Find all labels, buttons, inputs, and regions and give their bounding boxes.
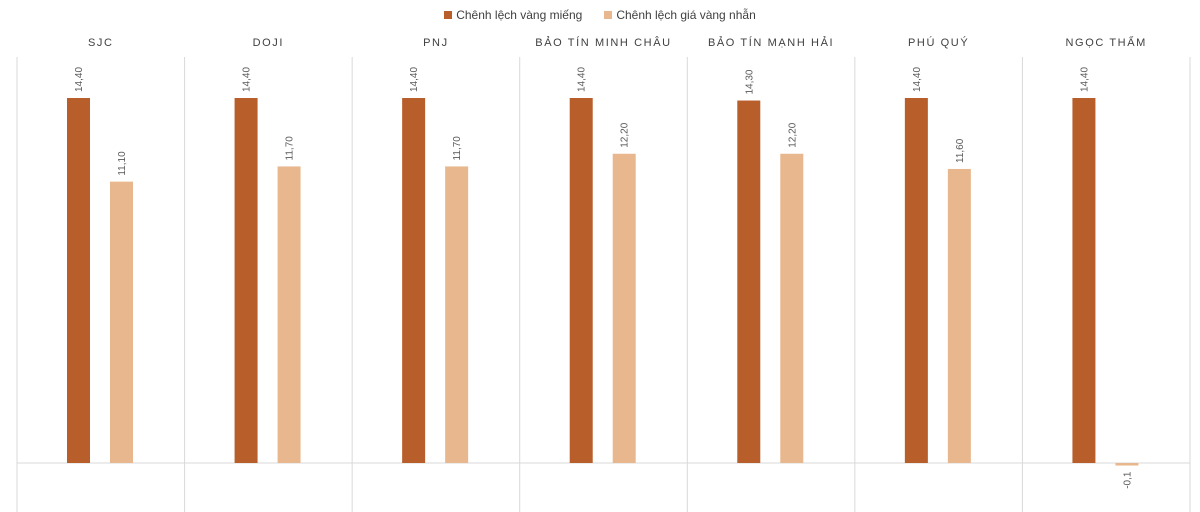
legend-swatch-series-1 (444, 11, 453, 19)
bar-series-2 (947, 168, 971, 463)
data-label: 14,30 (744, 69, 755, 94)
data-label: 11,60 (955, 138, 966, 163)
bar-series-1 (402, 98, 426, 463)
bar-series-1 (234, 98, 258, 463)
data-label: 12,20 (620, 122, 631, 147)
data-label: 14,40 (577, 67, 588, 92)
bar-series-1 (67, 98, 90, 463)
bar-series-2 (1115, 463, 1139, 466)
data-label: 12,20 (787, 122, 798, 147)
category-label: BẢO TÍN MẠNH HẢI (708, 36, 834, 49)
bar-series-1 (904, 98, 928, 463)
legend-label-series-2: Chênh lệch giá vàng nhẫn (616, 8, 756, 22)
bar-series-1 (569, 98, 593, 463)
legend: Chênh lệch vàng miếng Chênh lệch giá vàn… (0, 8, 1200, 22)
bar-series-2 (445, 166, 469, 463)
category-label: DOJI (253, 37, 284, 49)
category-label: SJC (88, 37, 114, 49)
bar-series-1 (737, 100, 761, 463)
legend-item-series-1: Chênh lệch vàng miếng (444, 8, 582, 22)
bar-series-2 (110, 181, 133, 464)
data-label: 14,40 (912, 67, 923, 92)
data-label: 14,40 (409, 67, 420, 92)
category-label: BẢO TÍN MINH CHÂU (535, 36, 671, 49)
category-label: NGỌC THẨM (1066, 36, 1147, 49)
bar-series-2 (277, 166, 301, 463)
data-label: 11,70 (452, 136, 463, 161)
bar-series-2 (612, 153, 636, 463)
category-label: PHÚ QUÝ (908, 36, 969, 49)
bar-series-1 (1072, 98, 1096, 463)
data-label: 11,70 (285, 136, 296, 161)
data-label: 14,40 (74, 67, 85, 92)
data-label: 14,40 (1079, 67, 1090, 92)
data-label: 11,10 (117, 151, 128, 176)
legend-item-series-2: Chênh lệch giá vàng nhẫn (604, 8, 756, 22)
data-label: -0,1 (1122, 471, 1133, 489)
category-label: PNJ (423, 37, 449, 49)
legend-label-series-1: Chênh lệch vàng miếng (456, 8, 583, 22)
bar-series-2 (780, 153, 804, 463)
legend-swatch-series-2 (604, 11, 613, 19)
data-label: 14,40 (242, 67, 253, 92)
